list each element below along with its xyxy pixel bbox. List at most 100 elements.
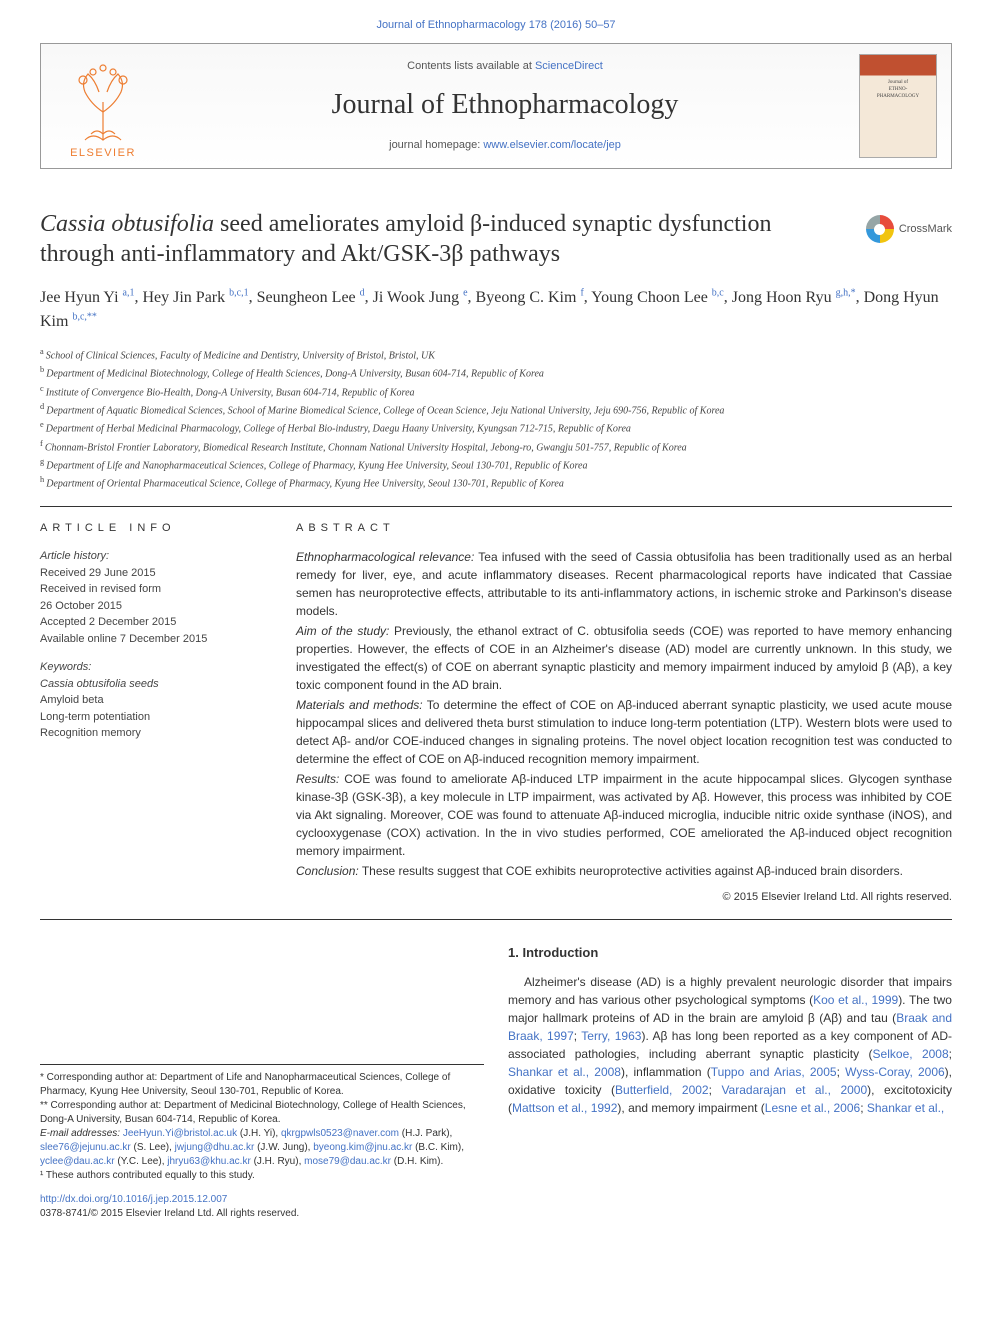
email-link[interactable]: yclee@dau.ac.kr xyxy=(40,1156,115,1167)
email-list: E-mail addresses: JeeHyun.Yi@bristol.ac.… xyxy=(40,1127,484,1169)
abstract-part: Results: COE was found to ameliorate Aβ-… xyxy=(296,770,952,860)
affiliation-list: a School of Clinical Sciences, Faculty o… xyxy=(40,346,952,492)
cover-text: PHARMACOLOGY xyxy=(877,93,919,100)
affiliation: g Department of Life and Nanopharmaceuti… xyxy=(40,456,952,473)
affiliation: b Department of Medicinal Biotechnology,… xyxy=(40,364,952,381)
citation-link[interactable]: Butterfield, 2002 xyxy=(615,1083,709,1097)
corresponding-2: ** Corresponding author at: Department o… xyxy=(40,1099,484,1127)
citation-link[interactable]: Shankar et al., 2008 xyxy=(508,1065,621,1079)
author-list: Jee Hyun Yi a,1, Hey Jin Park b,c,1, Seu… xyxy=(40,285,952,334)
history-line: Received in revised form xyxy=(40,581,272,598)
author: Seungheon Lee d xyxy=(257,289,365,306)
citation-link[interactable]: Terry, 1963 xyxy=(581,1029,641,1043)
email-link[interactable]: slee76@jejunu.ac.kr xyxy=(40,1142,131,1153)
cover-text: ETHNO- xyxy=(889,86,908,93)
title-italic-species: Cassia obtusifolia xyxy=(40,211,214,237)
abstract-part: Ethnopharmacological relevance: Tea infu… xyxy=(296,548,952,620)
author-affil-sup: e xyxy=(463,287,467,298)
keywords-label: Keywords: xyxy=(40,659,272,676)
homepage-link[interactable]: www.elsevier.com/locate/jep xyxy=(483,139,621,151)
abstract-part: Aim of the study: Previously, the ethano… xyxy=(296,622,952,694)
keyword: Recognition memory xyxy=(40,725,272,742)
divider xyxy=(40,506,952,507)
history-label: Article history: xyxy=(40,548,272,565)
email-link[interactable]: JeeHyun.Yi@bristol.ac.uk xyxy=(123,1128,237,1139)
intro-text: ; xyxy=(709,1083,722,1097)
publisher-name: ELSEVIER xyxy=(70,146,136,161)
author-affil-sup: b,c,** xyxy=(72,312,96,323)
doi-link[interactable]: http://dx.doi.org/10.1016/j.jep.2015.12.… xyxy=(40,1194,227,1205)
cover-text: Journal of xyxy=(888,79,908,86)
article-info-col: article info Article history: Received 2… xyxy=(40,521,272,906)
contents-line: Contents lists available at ScienceDirec… xyxy=(165,59,845,74)
citation-link[interactable]: Varadarajan et al., 2000 xyxy=(721,1083,867,1097)
contents-prefix: Contents lists available at xyxy=(407,60,535,72)
history-line: 26 October 2015 xyxy=(40,598,272,615)
crossmark-badge[interactable]: CrossMark xyxy=(866,215,952,243)
author: Jong Hoon Ryu g,h,* xyxy=(732,289,856,306)
abstract-heading: abstract xyxy=(296,521,952,536)
affiliation: f Chonnam-Bristol Frontier Laboratory, B… xyxy=(40,438,952,455)
history-line: Received 29 June 2015 xyxy=(40,565,272,582)
elsevier-logo: ELSEVIER xyxy=(53,51,153,161)
affiliation: c Institute of Convergence Bio-Health, D… xyxy=(40,383,952,400)
issn-copyright: 0378-8741/© 2015 Elsevier Ireland Ltd. A… xyxy=(40,1208,299,1219)
keyword: Amyloid beta xyxy=(40,692,272,709)
author: Ji Wook Jung e xyxy=(373,289,468,306)
intro-text: ; xyxy=(837,1065,846,1079)
author-affil-sup: g,h,* xyxy=(836,287,856,298)
author-affil-sup: a,1 xyxy=(123,287,135,298)
abstract-copyright: © 2015 Elsevier Ireland Ltd. All rights … xyxy=(296,890,952,905)
email-link[interactable]: jhryu63@khu.ac.kr xyxy=(167,1156,251,1167)
homepage-line: journal homepage: www.elsevier.com/locat… xyxy=(165,138,845,153)
abstract-body: Ethnopharmacological relevance: Tea infu… xyxy=(296,548,952,880)
article-title: Cassia obtusifolia seed ameliorates amyl… xyxy=(40,209,952,269)
abstract-col: abstract Ethnopharmacological relevance:… xyxy=(296,521,952,906)
journal-title: Journal of Ethnopharmacology xyxy=(165,85,845,124)
email-link[interactable]: qkrgpwls0523@naver.com xyxy=(281,1128,399,1139)
history-line: Available online 7 December 2015 xyxy=(40,631,272,648)
sciencedirect-link[interactable]: ScienceDirect xyxy=(535,60,603,72)
doi-block: http://dx.doi.org/10.1016/j.jep.2015.12.… xyxy=(40,1193,952,1221)
citation-link[interactable]: Selkoe, 2008 xyxy=(873,1047,949,1061)
author-affil-sup: b,c xyxy=(712,287,724,298)
abstract-part: Conclusion: These results suggest that C… xyxy=(296,862,952,880)
corresponding-1: * Corresponding author at: Department of… xyxy=(40,1071,484,1099)
article-head: CrossMark Cassia obtusifolia seed amelio… xyxy=(40,209,952,920)
homepage-prefix: journal homepage: xyxy=(389,139,483,151)
equal-contribution: ¹ These authors contributed equally to t… xyxy=(40,1169,484,1183)
running-header: Journal of Ethnopharmacology 178 (2016) … xyxy=(0,0,992,43)
citation-link[interactable]: Mattson et al., 1992 xyxy=(512,1101,617,1115)
author: Jee Hyun Yi a,1 xyxy=(40,289,134,306)
intro-text: ; xyxy=(860,1101,867,1115)
journal-cover-thumb: Journal of ETHNO- PHARMACOLOGY xyxy=(859,54,937,158)
email-link[interactable]: mose79@dau.ac.kr xyxy=(304,1156,391,1167)
intro-text: ), and memory impairment ( xyxy=(617,1101,764,1115)
crossmark-icon xyxy=(866,215,894,243)
elsevier-tree-icon xyxy=(63,62,143,142)
author-affil-sup: b,c,1 xyxy=(229,287,248,298)
header-center: Contents lists available at ScienceDirec… xyxy=(165,59,845,153)
citation-link[interactable]: Tuppo and Arias, 2005 xyxy=(711,1065,837,1079)
intro-heading: 1. Introduction xyxy=(508,944,952,962)
affiliation: h Department of Oriental Pharmaceutical … xyxy=(40,474,952,491)
abstract-part: Materials and methods: To determine the … xyxy=(296,696,952,768)
author-affil-sup: f xyxy=(580,287,583,298)
citation-link[interactable]: Lesne et al., 2006 xyxy=(765,1101,860,1115)
email-link[interactable]: jwjung@dhu.ac.kr xyxy=(175,1142,255,1153)
history-line: Accepted 2 December 2015 xyxy=(40,614,272,631)
footnotes: * Corresponding author at: Department of… xyxy=(40,1064,484,1183)
divider xyxy=(40,919,952,920)
citation-link[interactable]: Wyss-Coray, 2006 xyxy=(845,1065,945,1079)
history-group: Article history: Received 29 June 2015Re… xyxy=(40,548,272,647)
citation-link[interactable]: Koo et al., 1999 xyxy=(813,993,898,1007)
left-column: * Corresponding author at: Department of… xyxy=(40,944,484,1183)
email-link[interactable]: byeong.kim@jnu.ac.kr xyxy=(313,1142,412,1153)
author: Young Choon Lee b,c xyxy=(591,289,724,306)
right-column: 1. Introduction Alzheimer's disease (AD)… xyxy=(508,944,952,1183)
journal-header: ELSEVIER Contents lists available at Sci… xyxy=(40,43,952,169)
intro-text: ; xyxy=(949,1047,952,1061)
emails-label: E-mail addresses: xyxy=(40,1128,120,1139)
citation-link[interactable]: Shankar et al., xyxy=(867,1101,944,1115)
affiliation: a School of Clinical Sciences, Faculty o… xyxy=(40,346,952,363)
